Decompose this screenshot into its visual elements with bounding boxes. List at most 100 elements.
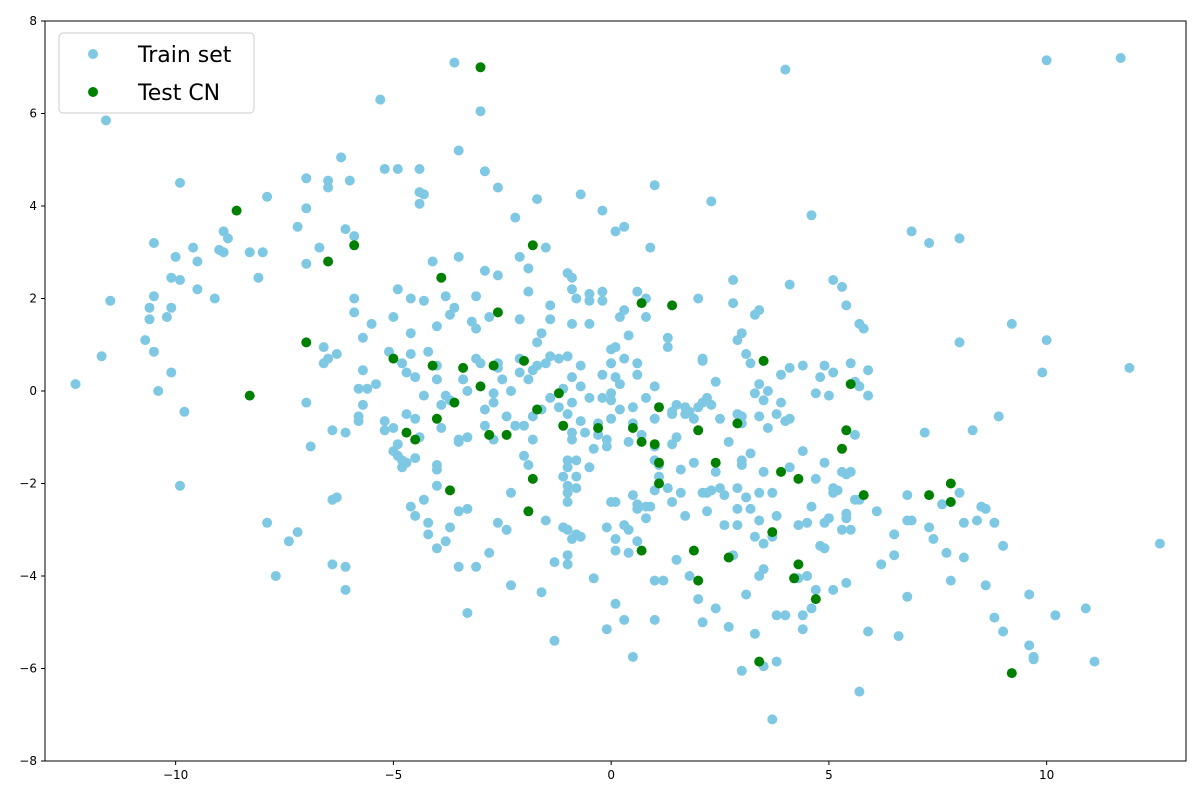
data-point	[488, 397, 499, 408]
data-point	[597, 286, 608, 297]
data-point	[170, 251, 181, 262]
data-point	[488, 360, 499, 371]
y-tick-label: 6	[29, 107, 37, 121]
data-point	[471, 323, 482, 334]
data-point	[414, 164, 425, 174]
data-point	[140, 335, 151, 346]
data-point	[671, 399, 682, 410]
data-point	[392, 284, 403, 295]
data-point	[314, 242, 325, 253]
data-point	[719, 520, 730, 531]
legend-label: Train set	[137, 43, 232, 68]
data-point	[623, 547, 634, 558]
data-point	[175, 177, 185, 188]
data-point	[649, 575, 660, 586]
data-point	[545, 314, 556, 325]
data-point	[819, 543, 830, 554]
data-point	[405, 293, 416, 304]
data-point	[340, 427, 351, 438]
data-point	[423, 529, 434, 540]
data-point	[754, 379, 765, 390]
data-point	[614, 404, 625, 415]
data-point	[945, 575, 956, 586]
data-point	[924, 522, 935, 533]
data-point	[479, 265, 490, 276]
data-point	[815, 372, 826, 383]
data-point	[854, 381, 865, 392]
data-point	[519, 355, 529, 366]
data-point	[562, 559, 573, 570]
data-point	[584, 318, 595, 329]
data-point	[532, 337, 543, 348]
data-point	[719, 490, 730, 501]
data-point	[379, 416, 390, 427]
data-point	[993, 411, 1004, 422]
data-point	[349, 307, 360, 318]
data-point	[754, 656, 765, 667]
data-point	[401, 427, 412, 438]
data-point	[488, 388, 499, 399]
data-point	[980, 580, 991, 591]
data-point	[101, 115, 111, 126]
data-point	[475, 381, 486, 392]
data-point	[431, 543, 442, 554]
data-point	[601, 522, 612, 533]
data-point	[758, 538, 769, 549]
data-point	[858, 323, 869, 334]
data-point	[471, 291, 482, 302]
data-point	[553, 402, 564, 413]
y-tick-label: 8	[29, 14, 37, 28]
data-point	[484, 312, 495, 322]
data-point	[1028, 654, 1039, 665]
data-point	[654, 402, 664, 413]
data-point	[715, 413, 725, 424]
data-point	[388, 312, 399, 322]
data-point	[845, 524, 856, 535]
data-point	[619, 221, 630, 232]
data-point	[323, 182, 334, 193]
data-point	[754, 411, 765, 422]
data-point	[161, 312, 172, 322]
x-tick-label: −10	[163, 768, 188, 782]
data-point	[806, 501, 817, 512]
data-point	[431, 413, 442, 424]
data-point	[357, 365, 368, 376]
y-tick-label: 0	[29, 384, 37, 398]
data-point	[610, 342, 621, 353]
data-point	[619, 305, 630, 316]
data-point	[610, 497, 621, 507]
data-point	[606, 395, 617, 406]
data-point	[636, 298, 647, 309]
data-point	[562, 351, 573, 362]
data-point	[1089, 656, 1100, 667]
data-point	[789, 573, 800, 584]
data-point	[806, 603, 817, 614]
y-tick-label: 4	[29, 199, 37, 213]
data-point	[562, 480, 573, 491]
data-point	[427, 360, 438, 371]
data-point	[144, 302, 155, 313]
data-point	[562, 497, 573, 507]
data-point	[828, 584, 839, 595]
data-point	[519, 420, 529, 431]
data-point	[641, 392, 651, 403]
data-point	[889, 529, 900, 540]
data-point	[771, 656, 782, 667]
data-point	[253, 272, 264, 283]
data-point	[967, 425, 978, 436]
data-point	[823, 390, 834, 401]
data-point	[793, 520, 804, 531]
data-point	[536, 587, 547, 598]
data-point	[492, 182, 503, 193]
data-point	[244, 390, 255, 401]
data-point	[732, 418, 743, 429]
data-point	[837, 443, 847, 454]
data-point	[418, 189, 429, 200]
data-point	[540, 515, 551, 526]
data-point	[575, 360, 586, 371]
data-point	[632, 503, 643, 514]
data-point	[366, 318, 377, 329]
data-point	[1124, 362, 1135, 373]
data-point	[758, 564, 769, 575]
data-point	[649, 439, 660, 450]
